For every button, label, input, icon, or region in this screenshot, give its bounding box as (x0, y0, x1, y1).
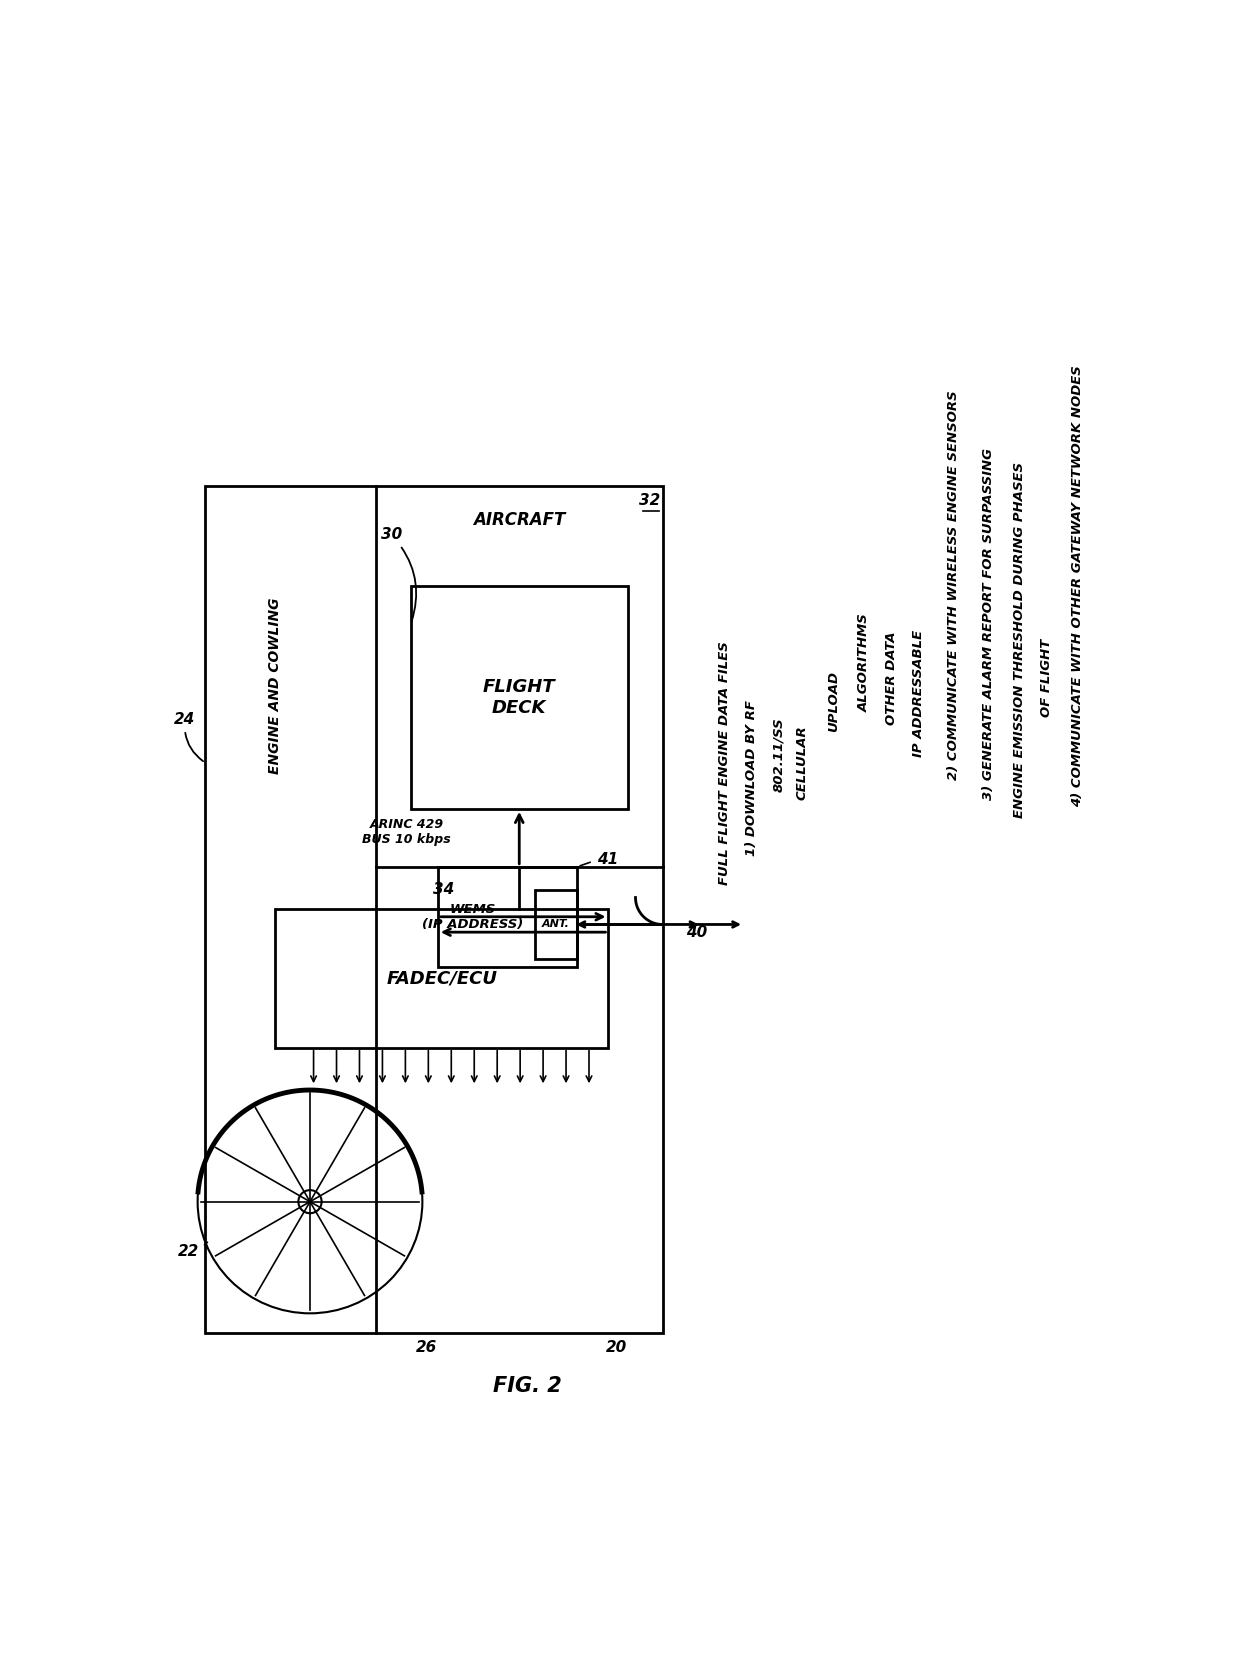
Text: FLIGHT
DECK: FLIGHT DECK (482, 678, 556, 717)
Text: 3) GENERATE ALARM REPORT FOR SURPASSING: 3) GENERATE ALARM REPORT FOR SURPASSING (982, 448, 994, 800)
Text: FADEC/ECU: FADEC/ECU (386, 969, 497, 987)
Text: 34: 34 (433, 883, 454, 898)
Text: 22: 22 (179, 1241, 207, 1258)
Text: OTHER DATA: OTHER DATA (885, 631, 898, 724)
Text: UPLOAD: UPLOAD (827, 671, 839, 732)
Text: ANT.: ANT. (542, 919, 570, 929)
Text: FIG. 2: FIG. 2 (492, 1377, 562, 1397)
Text: 32: 32 (639, 494, 660, 509)
Text: ALGORITHMS: ALGORITHMS (858, 613, 870, 712)
Text: OF FLIGHT: OF FLIGHT (1040, 640, 1053, 717)
Text: ENGINE AND COWLING: ENGINE AND COWLING (268, 597, 283, 774)
Text: IP ADDRESSABLE: IP ADDRESSABLE (911, 630, 925, 757)
Text: ARINC 429
BUS 10 kbps: ARINC 429 BUS 10 kbps (362, 818, 451, 846)
Text: 1) DOWNLOAD BY RF: 1) DOWNLOAD BY RF (745, 701, 758, 856)
Text: ENGINE EMISSION THRESHOLD DURING PHASES: ENGINE EMISSION THRESHOLD DURING PHASES (1013, 461, 1025, 818)
Text: 2) COMMUNICATE WITH WIRELESS ENGINE SENSORS: 2) COMMUNICATE WITH WIRELESS ENGINE SENS… (947, 390, 960, 780)
Text: 4) COMMUNICATE WITH OTHER GATEWAY NETWORK NODES: 4) COMMUNICATE WITH OTHER GATEWAY NETWOR… (1071, 365, 1084, 807)
Bar (275, 909, 609, 1048)
Text: 40: 40 (686, 924, 707, 939)
Bar (438, 866, 578, 967)
Text: FULL FLIGHT ENGINE DATA FILES: FULL FLIGHT ENGINE DATA FILES (718, 641, 732, 884)
Bar (410, 585, 627, 808)
Text: CELLULAR: CELLULAR (796, 726, 808, 800)
Text: AIRCRAFT: AIRCRAFT (474, 511, 565, 529)
Text: WEMS
(IP ADDRESS): WEMS (IP ADDRESS) (422, 903, 523, 931)
Bar (534, 889, 578, 959)
Text: 20: 20 (605, 1341, 626, 1355)
Bar (206, 486, 662, 1332)
Text: 30: 30 (381, 527, 417, 622)
Text: 41: 41 (596, 851, 618, 866)
Text: 24: 24 (175, 712, 203, 760)
Text: 802.11/SS: 802.11/SS (773, 717, 785, 792)
Text: 26: 26 (415, 1341, 436, 1355)
